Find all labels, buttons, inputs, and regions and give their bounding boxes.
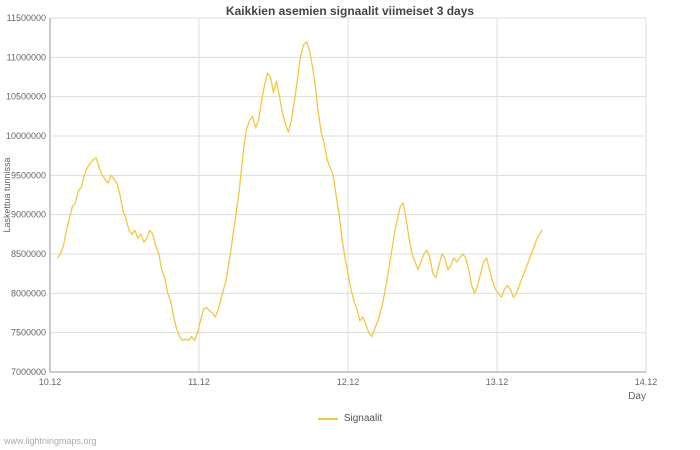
y-tick-label: 9500000	[11, 170, 46, 180]
x-tick-label: 13.12	[486, 377, 509, 387]
y-tick-label: 7000000	[11, 367, 46, 377]
y-tick-label: 8000000	[11, 288, 46, 298]
y-tick-label: 8500000	[11, 249, 46, 259]
y-tick-label: 7500000	[11, 328, 46, 338]
y-tick-label: 11500000	[7, 13, 46, 23]
signal-chart: 7000000 7500000 8000000 8500000 9000000 95000…	[2, 13, 658, 402]
x-tick-label: 12.12	[337, 377, 360, 387]
x-axis-title: Day	[628, 391, 646, 402]
y-tick-label: 10000000	[6, 131, 46, 141]
watermark-lightningmaps: www.lightningmaps.org	[4, 436, 97, 446]
x-tick-label: 11.12	[188, 377, 210, 387]
y-tick-label: 10500000	[6, 92, 46, 102]
series-line-signaalit	[56, 40, 543, 342]
y-tick-label: 11000000	[7, 52, 46, 62]
x-tick-label: 14.12	[635, 377, 658, 387]
x-tick-label: 10.12	[39, 377, 62, 387]
y-axis-title: Laskettua tunnissa	[2, 157, 12, 232]
legend-label-signaalit: Signaalit	[343, 413, 383, 424]
legend: Signaalit	[0, 413, 700, 424]
chart-title: Kaikkien asemien signaalit viimeiset 3 d…	[225, 4, 475, 18]
legend-line-swatch	[317, 417, 338, 420]
y-tick-label: 9000000	[11, 210, 46, 220]
